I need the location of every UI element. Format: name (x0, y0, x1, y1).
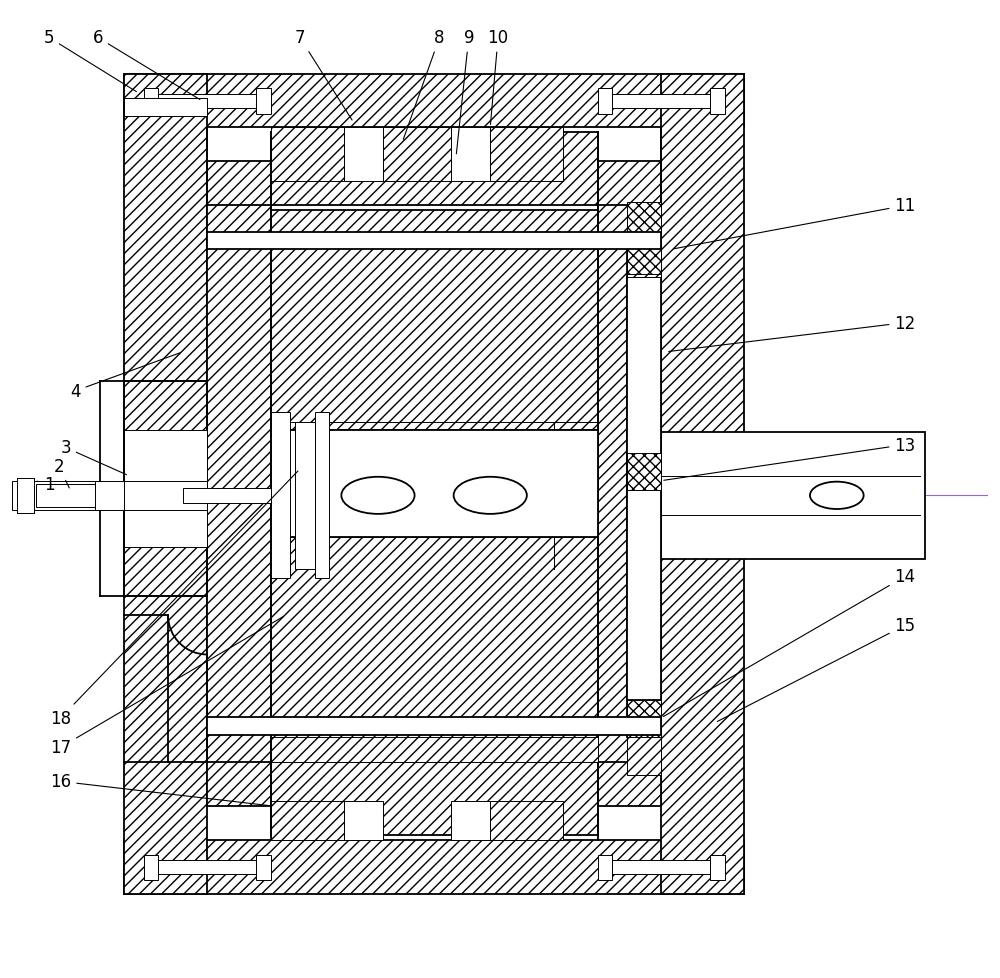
Bar (661, 432, 925, 559)
Text: 8: 8 (403, 29, 445, 140)
Text: 17: 17 (50, 617, 283, 756)
Bar (95, 481, 124, 511)
Text: 4: 4 (70, 353, 180, 400)
Text: 3: 3 (60, 439, 126, 475)
Bar (124, 381, 207, 597)
Text: 18: 18 (50, 471, 298, 728)
Bar (207, 717, 661, 734)
Bar (451, 801, 490, 840)
Text: 10: 10 (487, 29, 509, 125)
Bar (207, 162, 271, 806)
Text: 15: 15 (717, 616, 916, 722)
Bar (344, 801, 383, 840)
Bar (710, 855, 725, 880)
Text: 16: 16 (50, 773, 268, 806)
Bar (271, 762, 598, 835)
Text: 2: 2 (53, 458, 69, 488)
Bar (627, 700, 661, 737)
Bar (124, 74, 207, 894)
Bar (124, 840, 744, 894)
Text: 9: 9 (456, 29, 474, 155)
Bar (710, 89, 725, 114)
Bar (627, 241, 661, 278)
Bar (598, 855, 612, 880)
Bar (36, 484, 95, 508)
Bar (271, 128, 344, 182)
Bar (17, 478, 34, 513)
Bar (144, 855, 158, 880)
Text: 5: 5 (44, 29, 136, 93)
Bar (598, 89, 612, 114)
Bar (271, 538, 598, 757)
Text: 12: 12 (669, 314, 916, 352)
Bar (612, 95, 710, 109)
Bar (598, 162, 661, 806)
Bar (661, 74, 744, 894)
Bar (344, 128, 383, 182)
Bar (256, 89, 271, 114)
Bar (315, 413, 329, 579)
Bar (627, 278, 661, 700)
Bar (12, 481, 207, 511)
Bar (271, 413, 290, 579)
Text: 1: 1 (37, 475, 54, 493)
Ellipse shape (454, 477, 527, 514)
Bar (490, 128, 563, 182)
Text: 13: 13 (664, 436, 916, 481)
Bar (158, 861, 256, 874)
Bar (627, 737, 661, 775)
Ellipse shape (810, 482, 864, 510)
Bar (183, 488, 271, 504)
Bar (124, 99, 207, 116)
Bar (271, 801, 344, 840)
Bar (271, 430, 598, 538)
Bar (271, 737, 598, 762)
Text: 14: 14 (663, 568, 916, 717)
Bar (207, 233, 661, 250)
Bar (627, 700, 661, 737)
Bar (627, 238, 661, 275)
Bar (271, 538, 598, 757)
Bar (271, 133, 598, 206)
Bar (612, 861, 710, 874)
Bar (271, 211, 598, 430)
Bar (451, 128, 490, 182)
Text: 7: 7 (295, 29, 352, 121)
Bar (256, 855, 271, 880)
Bar (490, 801, 563, 840)
Bar (627, 241, 661, 737)
Text: 11: 11 (674, 198, 916, 249)
Bar (144, 89, 158, 114)
Bar (383, 128, 451, 182)
Ellipse shape (341, 477, 415, 514)
Bar (271, 538, 598, 757)
Bar (158, 95, 256, 109)
Bar (627, 203, 661, 241)
Text: 6: 6 (93, 29, 200, 101)
Bar (124, 430, 207, 548)
Bar (124, 381, 207, 597)
Bar (295, 422, 315, 569)
Bar (627, 454, 661, 491)
Bar (124, 74, 744, 128)
